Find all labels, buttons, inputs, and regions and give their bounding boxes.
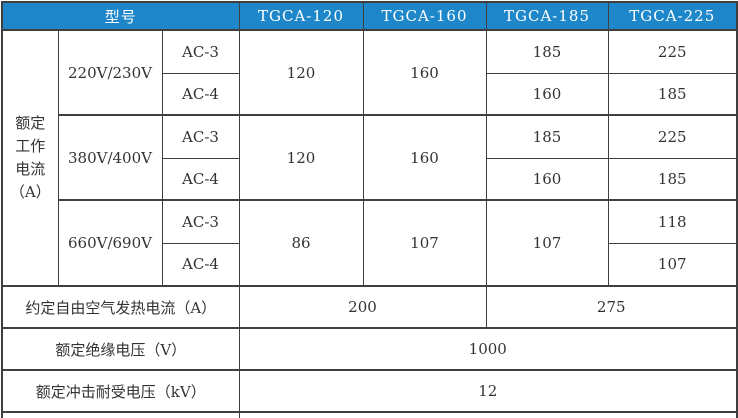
category-cell-ac3: AC-3 — [161, 114, 240, 159]
rated-current-label-cell: 额定 工作 电流 （A） — [1, 29, 59, 287]
value-cell: 200 — [238, 285, 487, 329]
value-cell: 185 — [607, 72, 738, 116]
band1-ac4-row: AC-4 160 185 — [2, 72, 738, 116]
value-cell: 185 — [485, 29, 609, 74]
table-header-row: 型号 TGCA-120 TGCA-160 TGCA-185 TGCA-225 — [1, 1, 738, 31]
column-header-tgca-120: TGCA-120 — [238, 1, 364, 31]
voltage-cell-380v: 380V/400V — [57, 114, 163, 201]
value-cell: 1000 — [238, 327, 738, 371]
rated-current-label-line: 电流 — [15, 160, 46, 178]
value-cell: 185 — [607, 157, 738, 201]
category-cell-ac3: AC-3 — [161, 199, 240, 244]
value-cell: 12 — [238, 369, 738, 413]
row-label-cell: 约定自由空气发热电流（A） — [1, 285, 240, 329]
value-cell: 107 — [485, 199, 609, 287]
voltage-cell-220v: 220V/230V — [57, 29, 163, 116]
band3-ac3-row: 660V/690V AC-3 86 107 107 118 — [2, 199, 738, 287]
thermal-current-row: 约定自由空气发热电流（A） 200 275 — [1, 285, 738, 329]
value-cell: 160 — [362, 114, 487, 201]
category-cell-ac4: AC-4 — [161, 72, 240, 116]
category-cell-ac4: AC-4 — [161, 157, 240, 201]
value-cell: 160 — [362, 29, 487, 116]
value-cell: 118 — [607, 199, 738, 244]
row-label-cell: 额定冲击耐受电压（kV） — [1, 369, 240, 413]
column-header-tgca-160: TGCA-160 — [362, 1, 487, 31]
voltage-cell-660v: 660V/690V — [57, 199, 163, 287]
value-cell: 160 — [485, 157, 609, 201]
value-cell: 107 — [362, 199, 487, 287]
value-cell: 160 — [485, 72, 609, 116]
value-cell: 185 — [485, 114, 609, 159]
value-cell: 120 — [238, 29, 364, 116]
band2-ac4-row: AC-4 160 185 — [2, 157, 738, 201]
rated-current-label-line: （A） — [9, 183, 51, 201]
band1-ac3-row: 额定 工作 电流 （A） 220V/230V AC-3 120 160 185 … — [1, 29, 738, 287]
empty-cell — [1, 411, 240, 418]
value-cell: 86 — [238, 199, 364, 287]
cropped-partial-row — [1, 411, 738, 418]
column-header-tgca-225: TGCA-225 — [607, 1, 738, 31]
row-label-cell: 额定绝缘电压（V） — [1, 327, 240, 371]
empty-cell — [238, 411, 738, 418]
category-cell-ac4: AC-4 — [161, 242, 240, 287]
rated-current-label-line: 额定 — [15, 114, 46, 132]
value-cell: 225 — [607, 29, 738, 74]
value-cell: 107 — [607, 242, 738, 287]
insulation-voltage-row: 额定绝缘电压（V） 1000 — [1, 327, 738, 371]
value-cell: 275 — [485, 285, 738, 329]
band3-ac4-row: AC-4 107 — [2, 242, 738, 287]
impulse-voltage-row: 额定冲击耐受电压（kV） 12 — [1, 369, 738, 413]
band2-ac3-row: 380V/400V AC-3 120 160 185 225 — [2, 114, 738, 201]
value-cell: 120 — [238, 114, 364, 201]
rated-current-label-line: 工作 — [15, 137, 46, 155]
category-cell-ac3: AC-3 — [161, 29, 240, 74]
value-cell: 225 — [607, 114, 738, 159]
column-header-tgca-185: TGCA-185 — [485, 1, 609, 31]
model-label-cell: 型号 — [1, 1, 240, 31]
